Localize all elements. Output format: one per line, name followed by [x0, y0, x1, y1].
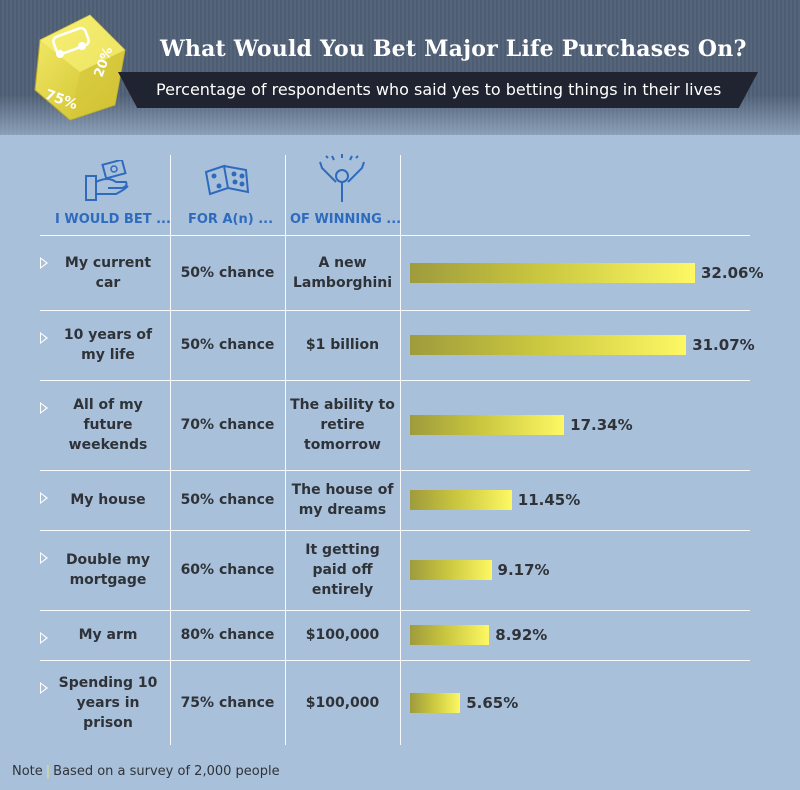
chance-cell: 50% chance — [180, 264, 275, 281]
chance-cell: 75% chance — [180, 694, 275, 711]
bet-cell: My current car — [64, 254, 152, 291]
bet-cell: Double my mortgage — [65, 552, 151, 588]
row-divider — [40, 610, 750, 611]
column-header-chance: FOR A(n) ... — [188, 212, 274, 227]
subtitle-bar — [118, 72, 758, 108]
winning-cell: $100,000 — [305, 627, 380, 643]
bar — [410, 415, 565, 435]
column-divider — [285, 155, 286, 745]
bar-value-label: 9.17% — [497, 561, 550, 579]
chance-cell: 60% chance — [180, 562, 275, 578]
celebrating-person-icon — [319, 154, 365, 202]
column-divider — [400, 155, 401, 745]
footer-note: Note | Based on a survey of 2,000 people — [12, 764, 280, 779]
bar — [410, 335, 687, 355]
column-divider — [170, 155, 171, 745]
row-arrow-icon — [40, 632, 48, 644]
row-arrow-icon — [40, 682, 48, 694]
bet-cell: My arm — [78, 627, 138, 643]
bar — [410, 625, 490, 645]
row-divider — [40, 310, 750, 311]
note-label: Note — [12, 764, 43, 779]
dice-outline-icon — [204, 164, 250, 196]
bar-value-label: 17.34% — [570, 416, 633, 434]
note-text: Based on a survey of 2,000 people — [53, 764, 280, 779]
column-header-winning: OF WINNING ... — [290, 212, 402, 227]
bar-value-label: 8.92% — [495, 626, 548, 644]
chance-cell: 50% chance — [180, 492, 275, 508]
row-arrow-icon — [40, 492, 48, 504]
bar-value-label: 31.07% — [692, 336, 755, 354]
row-arrow-icon — [40, 402, 48, 414]
chance-cell: 50% chance — [180, 337, 275, 353]
dice-icon: 20% 75% — [34, 14, 126, 121]
bar — [410, 692, 461, 713]
bar — [410, 490, 512, 510]
row-arrow-icon — [40, 257, 48, 269]
bar-value-label: 11.45% — [517, 491, 581, 509]
column-header-bet: I WOULD BET ... — [55, 212, 171, 227]
winning-cell: It getting paid off entirely — [305, 542, 380, 598]
note-separator: | — [45, 764, 51, 779]
bar — [410, 560, 492, 580]
bet-cell: Spending 10 years in prison — [58, 674, 158, 731]
bar-value-label: 5.65% — [466, 693, 519, 712]
bar-value-label: 32.06% — [701, 263, 764, 282]
row-divider — [40, 380, 750, 381]
winning-cell: A new Lamborghini — [292, 254, 393, 291]
chance-cell: 80% chance — [180, 627, 275, 643]
row-arrow-icon — [40, 552, 48, 564]
chance-cell: 70% chance — [180, 417, 275, 433]
bet-cell: My house — [70, 492, 146, 508]
winning-cell: $100,000 — [305, 694, 380, 711]
row-arrow-icon — [40, 332, 48, 344]
winning-cell: The ability to retire tomorrow — [290, 397, 395, 453]
bet-cell: All of my future weekends — [68, 397, 148, 453]
bar — [410, 262, 695, 283]
row-divider — [40, 530, 750, 531]
row-divider — [40, 660, 750, 661]
hand-money-icon — [85, 160, 129, 201]
row-divider — [40, 235, 750, 236]
chart-subtitle: Percentage of respondents who said yes t… — [156, 80, 722, 99]
winning-cell: The house of my dreams — [291, 482, 394, 518]
chart-title: What Would You Bet Major Life Purchases … — [160, 36, 747, 62]
winning-cell: $1 billion — [305, 337, 380, 353]
bet-cell: 10 years of my life — [63, 327, 153, 363]
row-divider — [40, 470, 750, 471]
